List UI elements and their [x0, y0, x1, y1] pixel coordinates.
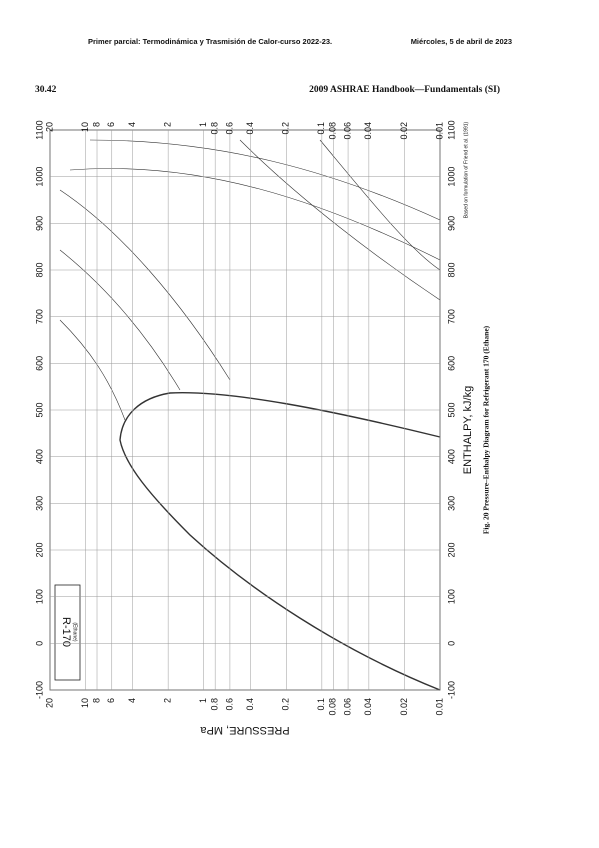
- enthalpy-tick-label: -100: [446, 681, 456, 699]
- pressure-tick-label: 4: [127, 122, 137, 127]
- enthalpy-tick-label: 400: [446, 449, 456, 464]
- pressure-tick-label: 1: [198, 698, 208, 703]
- pressure-tick-label: 0.01: [434, 698, 444, 716]
- isentrope: [89, 139, 441, 221]
- isotherm: [59, 249, 181, 391]
- pressure-tick-label: 0.2: [281, 698, 291, 711]
- pressure-tick-label: 0.06: [342, 698, 352, 716]
- pressure-tick-label: 6: [106, 122, 116, 127]
- pressure-tick-label: 0.04: [363, 698, 373, 716]
- isotherm: [319, 139, 441, 271]
- header-left: Primer parcial: Termodinámica y Trasmisi…: [88, 37, 332, 46]
- pressure-tick-label: 2: [163, 698, 173, 703]
- enthalpy-tick-label: 1000: [34, 167, 44, 187]
- pressure-tick-label: 0.4: [245, 122, 255, 135]
- enthalpy-tick-label: 1100: [34, 120, 44, 139]
- enthalpy-tick-label: 800: [446, 262, 456, 277]
- pressure-tick-label: 0.02: [399, 122, 409, 140]
- page-number: 30.42: [35, 85, 57, 95]
- pressure-tick-label: 20: [44, 122, 54, 132]
- enthalpy-tick-label: 300: [446, 496, 456, 511]
- pressure-tick-label: 0.8: [210, 122, 220, 135]
- pressure-tick-label: 20: [44, 698, 54, 708]
- enthalpy-tick-label: 0: [34, 641, 44, 646]
- pressure-tick-label: 0.01: [434, 122, 444, 140]
- pressure-tick-label: 0.02: [399, 698, 409, 716]
- enthalpy-tick-label: 1000: [446, 167, 456, 187]
- legend-subtitle: (Ethane): [72, 622, 78, 642]
- header-right: Miércoles, 5 de abril de 2023: [411, 37, 512, 46]
- pressure-tick-label: 0.2: [281, 122, 291, 135]
- pressure-tick-label: 0.04: [363, 122, 373, 140]
- pressure-tick-label: 0.08: [328, 698, 338, 716]
- legend-title: R-170: [60, 617, 72, 647]
- enthalpy-label: ENTHALPY, kJ/kg: [462, 386, 474, 474]
- pressure-tick-label: 10: [80, 698, 90, 708]
- enthalpy-tick-label: 1100: [446, 120, 456, 139]
- pressure-tick-label: 0.6: [224, 698, 234, 711]
- enthalpy-tick-label: 500: [34, 402, 44, 417]
- pressure-tick-label: 6: [106, 698, 116, 703]
- saturation-dome: [119, 392, 441, 691]
- enthalpy-tick-label: 300: [34, 496, 44, 511]
- enthalpy-tick-label: 900: [34, 216, 44, 231]
- pressure-tick-label: 0.1: [316, 698, 326, 711]
- pressure-tick-label: 8: [91, 122, 101, 127]
- enthalpy-tick-label: 500: [446, 402, 456, 417]
- pressure-tick-label: 0.08: [328, 122, 338, 140]
- enthalpy-tick-label: 700: [34, 309, 44, 324]
- pressure-tick-label: 0.1: [316, 122, 326, 135]
- enthalpy-tick-label: 200: [446, 542, 456, 557]
- enthalpy-tick-label: 800: [34, 262, 44, 277]
- enthalpy-tick-label: -100: [34, 681, 44, 699]
- legend-box: [54, 584, 81, 681]
- enthalpy-tick-label: 200: [34, 542, 44, 557]
- chart-curves: [59, 139, 441, 691]
- source-note: Based on formulation of Friend et al. (1…: [463, 121, 469, 218]
- pressure-label: PRESSURE, MPa: [199, 724, 289, 736]
- pressure-tick-label: 0.06: [342, 122, 352, 140]
- enthalpy-tick-label: 400: [34, 449, 44, 464]
- isentrope: [69, 168, 441, 261]
- enthalpy-tick-label: 600: [446, 356, 456, 371]
- pressure-tick-label: 0.8: [210, 698, 220, 711]
- enthalpy-tick-label: 700: [446, 309, 456, 324]
- enthalpy-tick-label: 900: [446, 216, 456, 231]
- pressure-tick-label: 10: [80, 122, 90, 132]
- figure-caption: Fig. 20 Pressure–Enthalpy Diagram for Re…: [482, 325, 491, 534]
- pressure-tick-label: 1: [198, 122, 208, 127]
- pressure-tick-label: 8: [91, 698, 101, 703]
- enthalpy-tick-label: 100: [34, 589, 44, 604]
- pressure-tick-label: 2: [163, 122, 173, 127]
- pressure-tick-label: 0.4: [245, 698, 255, 711]
- pressure-tick-label: 0.6: [224, 122, 234, 135]
- pressure-tick-label: 4: [127, 698, 137, 703]
- isotherm: [239, 139, 441, 301]
- enthalpy-tick-label: 600: [34, 356, 44, 371]
- isotherm: [59, 319, 126, 421]
- enthalpy-tick-label: 0: [446, 641, 456, 646]
- book-title: 2009 ASHRAE Handbook—Fundamentals (SI): [309, 84, 500, 95]
- enthalpy-tick-label: 100: [446, 589, 456, 604]
